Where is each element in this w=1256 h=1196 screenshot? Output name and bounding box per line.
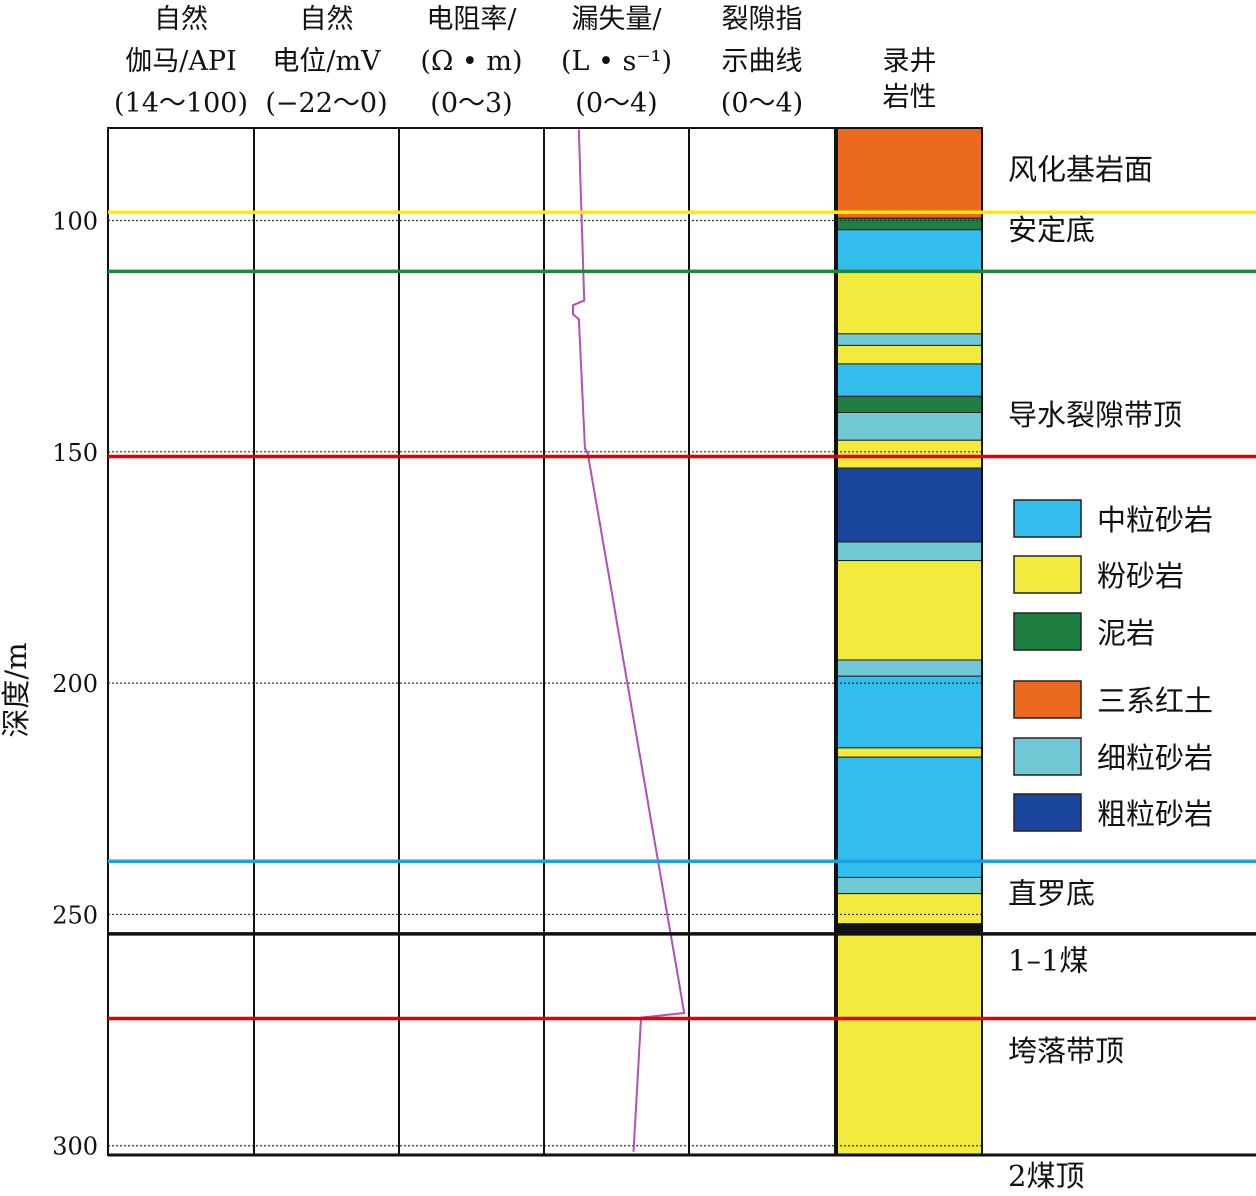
- horizon-label-6: 2煤顶: [1008, 1159, 1084, 1193]
- header-lithology-0: 录井: [883, 46, 937, 77]
- header-gr-1: 伽马/API: [125, 46, 236, 77]
- header-res-2: (0～3): [430, 88, 512, 119]
- horizon-label-1: 安定底: [1008, 213, 1095, 247]
- y-axis-label: 深度/m: [0, 642, 33, 737]
- header-lithology-1: 岩性: [883, 82, 937, 113]
- lith-bed-18: [836, 876, 983, 895]
- curve-loss: [572, 129, 686, 1152]
- lith-bed-11: [836, 467, 983, 543]
- depth-axis: 100 150 200 250 300: [52, 208, 98, 1161]
- lith-bed-19: [836, 893, 983, 925]
- lith-bed-12: [836, 541, 983, 562]
- legend-swatch-medium-sandstone: [1013, 499, 1082, 538]
- header-sp-2: (−22～0): [265, 88, 387, 119]
- legend-label-medium-sandstone: 中粒砂岩: [1097, 503, 1213, 537]
- header-loss-1: (L • s⁻¹): [561, 46, 672, 77]
- lith-bed-3: [836, 270, 983, 335]
- depth-tick-150: 150: [52, 439, 98, 467]
- lith-bed-20: [836, 923, 983, 934]
- legend-swatch-mudstone: [1013, 612, 1082, 651]
- lith-bed-5: [836, 344, 983, 365]
- legend-swatch-coarse-sandstone: [1013, 793, 1082, 832]
- legend-label-red-soil: 三系红土: [1097, 684, 1213, 718]
- horizon-label-3: 直罗底: [1008, 877, 1095, 911]
- lith-bed-9: [836, 439, 983, 457]
- legend-swatch-siltstone: [1013, 555, 1082, 594]
- legend-label-fine-sandstone: 细粒砂岩: [1097, 741, 1213, 775]
- lith-bed-16: [836, 747, 983, 758]
- legend-swatch-red-soil: [1013, 680, 1082, 719]
- header-sp-0: 自然: [300, 4, 354, 35]
- header-frac-0: 裂隙指: [722, 4, 803, 35]
- header-res-1: (Ω • m): [420, 46, 522, 77]
- header-frac-1: 示曲线: [722, 46, 803, 77]
- frame-res: [398, 127, 545, 1156]
- horizon-label-5: 垮落带顶: [1008, 1034, 1124, 1068]
- lithology-column: [836, 127, 983, 1156]
- lith-bed-4: [836, 333, 983, 346]
- legend-label-coarse-sandstone: 粗粒砂岩: [1097, 797, 1213, 831]
- lith-bed-15: [836, 675, 983, 749]
- legend-swatch-fine-sandstone: [1013, 737, 1082, 776]
- header-sp-1: 电位/mV: [272, 46, 381, 77]
- lith-bed-13: [836, 560, 983, 661]
- lith-bed-7: [836, 395, 983, 414]
- header-loss-0: 漏失量/: [571, 4, 662, 35]
- header-res-0: 电阻率/: [426, 4, 517, 35]
- depth-tick-250: 250: [52, 901, 98, 929]
- lith-bed-21: [836, 932, 983, 1156]
- header-gr-2: (14～100): [114, 88, 248, 119]
- lith-bed-8: [836, 412, 983, 441]
- lith-bed-14: [836, 659, 983, 677]
- lith-bed-2: [836, 229, 983, 272]
- horizon-label-2: 导水裂隙带顶: [1008, 398, 1182, 432]
- legend-label-siltstone: 粉砂岩: [1097, 559, 1184, 593]
- header-frac-2: (0～4): [721, 88, 803, 119]
- frame-loss: [543, 127, 690, 1156]
- depth-tick-200: 200: [52, 670, 98, 698]
- legend-label-mudstone: 泥岩: [1097, 616, 1155, 650]
- depth-tick-300: 300: [52, 1133, 98, 1161]
- horizon-label-0: 风化基岩面: [1008, 153, 1153, 187]
- frame-sp: [253, 127, 400, 1156]
- header-gr-0: 自然: [154, 4, 208, 35]
- lith-bed-6: [836, 363, 983, 397]
- lith-bed-0: [836, 127, 983, 219]
- lith-bed-17: [836, 756, 983, 878]
- frame-frac: [688, 127, 836, 1156]
- header-loss-2: (0～4): [575, 88, 657, 119]
- log-curves: [572, 129, 686, 1152]
- frame-gr: [107, 127, 255, 1156]
- depth-tick-100: 100: [52, 208, 98, 236]
- horizon-label-4: 1–1煤: [1008, 944, 1088, 978]
